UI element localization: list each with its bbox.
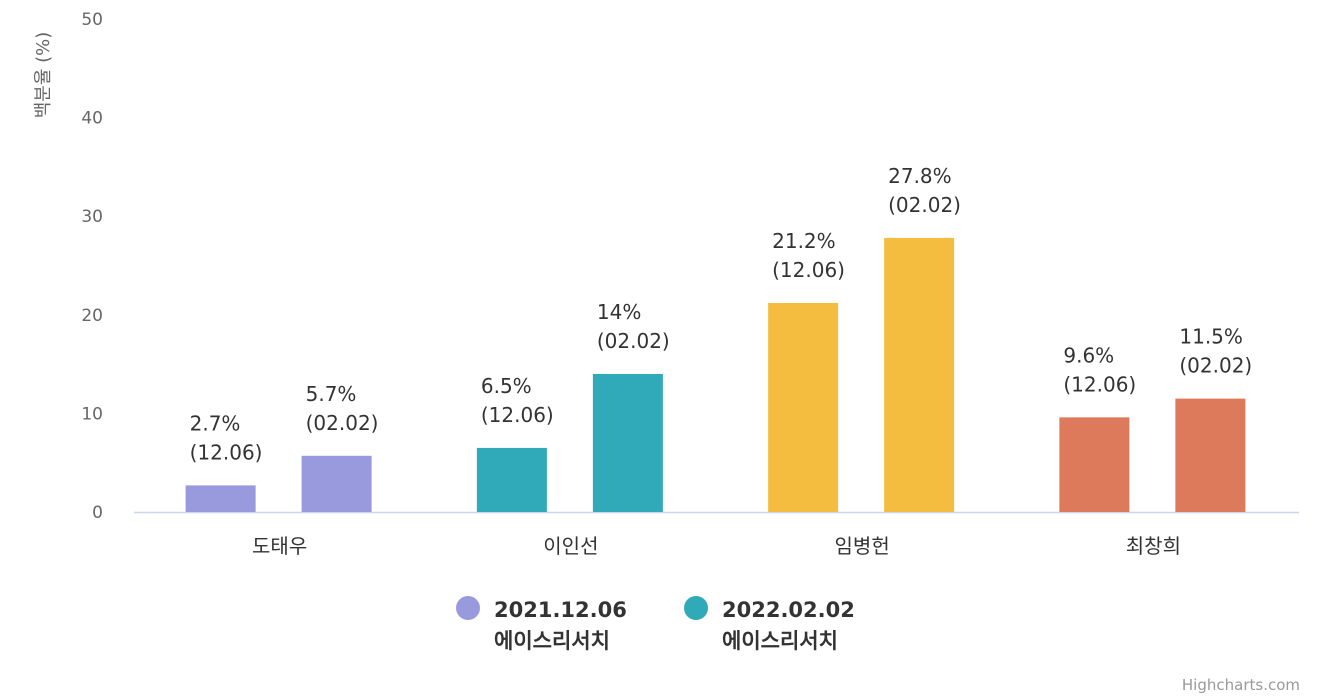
x-tick-label: 도태우 xyxy=(252,534,307,558)
data-label: 9.6% xyxy=(1063,343,1114,367)
x-tick-label: 최창희 xyxy=(1126,534,1181,558)
data-label: 2.7% xyxy=(190,411,241,435)
legend-item[interactable]: 2022.02.02 xyxy=(722,598,855,622)
bar xyxy=(301,455,372,512)
legend-item[interactable]: 2021.12.06 xyxy=(494,598,627,622)
data-label-date: (12.06) xyxy=(481,403,554,427)
legend-marker xyxy=(456,596,480,620)
legend-item-line2: 에이스리서치 xyxy=(722,629,838,653)
data-label-date: (02.02) xyxy=(888,193,961,217)
x-tick-label: 이인선 xyxy=(543,534,598,558)
data-label-date: (12.06) xyxy=(772,258,845,282)
y-tick-label: 10 xyxy=(81,404,103,424)
y-tick-label: 40 xyxy=(81,109,103,129)
legend-item-line2: 에이스리서치 xyxy=(494,629,610,653)
data-label: 11.5% xyxy=(1179,325,1243,349)
credits-link[interactable]: Highcharts.com xyxy=(1182,676,1300,694)
bar xyxy=(592,373,663,512)
y-tick-label: 30 xyxy=(81,207,103,227)
bar xyxy=(1059,417,1130,512)
data-label: 14% xyxy=(597,300,641,324)
data-label-date: (02.02) xyxy=(1179,354,1252,378)
data-label-date: (02.02) xyxy=(597,329,670,353)
y-axis-title: 백분율 (%) xyxy=(33,32,54,119)
data-label: 27.8% xyxy=(888,164,952,188)
data-label-date: (12.06) xyxy=(190,440,263,464)
data-label-date: (02.02) xyxy=(306,411,379,435)
data-label: 5.7% xyxy=(306,382,357,406)
x-tick-label: 임병헌 xyxy=(835,534,890,558)
y-tick-label: 50 xyxy=(81,10,103,30)
bar xyxy=(476,447,547,512)
data-label: 21.2% xyxy=(772,229,836,253)
data-label-date: (12.06) xyxy=(1063,372,1136,396)
data-label: 6.5% xyxy=(481,374,532,398)
bar xyxy=(884,237,955,512)
y-tick-label: 20 xyxy=(81,306,103,326)
bar xyxy=(768,302,839,512)
bar xyxy=(1175,398,1246,512)
bar xyxy=(185,485,256,512)
y-tick-label: 0 xyxy=(92,503,103,523)
legend-marker xyxy=(684,596,708,620)
